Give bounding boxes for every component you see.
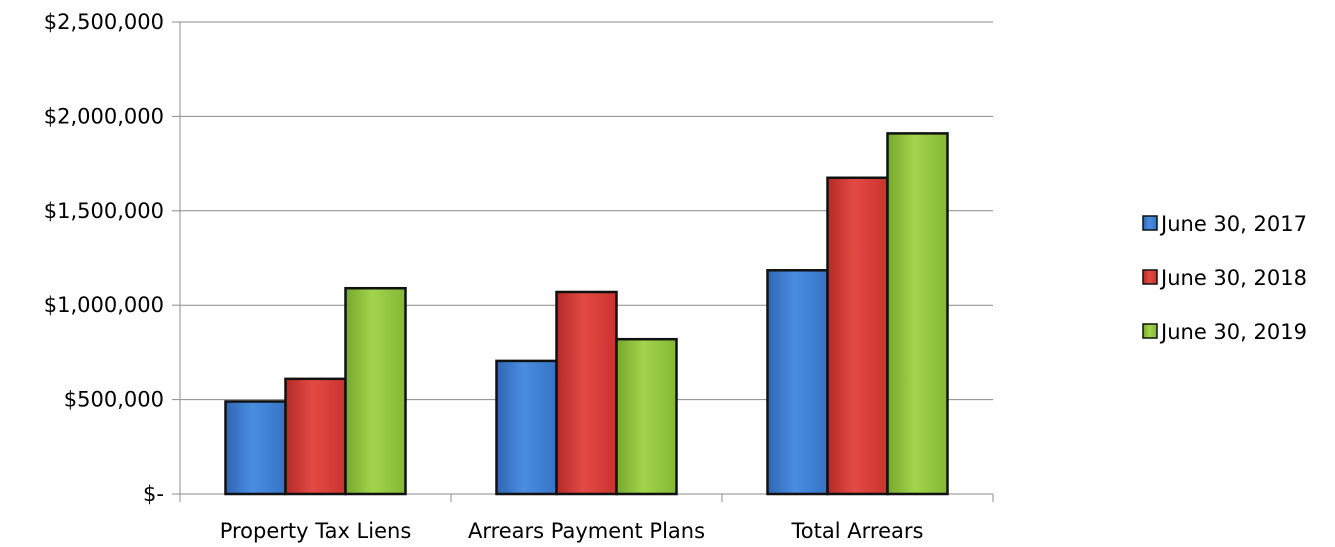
legend-label: June 30, 2017 bbox=[1159, 212, 1307, 236]
legend-label: June 30, 2019 bbox=[1159, 320, 1307, 344]
bar-june-30-2019-total-arrears bbox=[886, 132, 949, 496]
bar-june-30-2018-property-tax-liens bbox=[284, 377, 347, 496]
bar-june-30-2018-arrears-payment-plans bbox=[555, 290, 618, 496]
y-tick-label: $2,000,000 bbox=[44, 104, 164, 128]
bar-june-30-2017-arrears-payment-plans bbox=[495, 359, 558, 496]
bars bbox=[224, 132, 949, 496]
legend-label: June 30, 2018 bbox=[1159, 266, 1307, 290]
y-tick-label: $2,500,000 bbox=[44, 10, 164, 34]
bar-june-30-2018-total-arrears bbox=[826, 176, 889, 496]
legend-swatch bbox=[1142, 269, 1158, 285]
x-category-label: Total Arrears bbox=[791, 519, 924, 543]
bar-june-30-2017-property-tax-liens bbox=[224, 400, 287, 496]
legend-swatch bbox=[1142, 215, 1158, 231]
y-tick-label: $- bbox=[143, 482, 164, 506]
bar-june-30-2019-property-tax-liens bbox=[344, 286, 407, 496]
x-category-label: Property Tax Liens bbox=[220, 519, 412, 543]
x-axis: Property Tax Liens Arrears Payment Plans T… bbox=[179, 493, 994, 543]
y-axis: $- $500,000 $1,000,000 $1,500,000 $2,000,000… bbox=[44, 10, 181, 506]
y-tick-label: $500,000 bbox=[64, 388, 164, 412]
bar-june-30-2019-arrears-payment-plans bbox=[615, 337, 678, 496]
x-category-label: Arrears Payment Plans bbox=[468, 519, 705, 543]
y-tick-label: $1,500,000 bbox=[44, 199, 164, 223]
bar-june-30-2017-total-arrears bbox=[766, 269, 829, 496]
y-tick-label: $1,000,000 bbox=[44, 293, 164, 317]
legend: June 30, 2017 June 30, 2018 June 30, 2019 bbox=[1142, 212, 1307, 344]
legend-swatch bbox=[1142, 323, 1158, 339]
